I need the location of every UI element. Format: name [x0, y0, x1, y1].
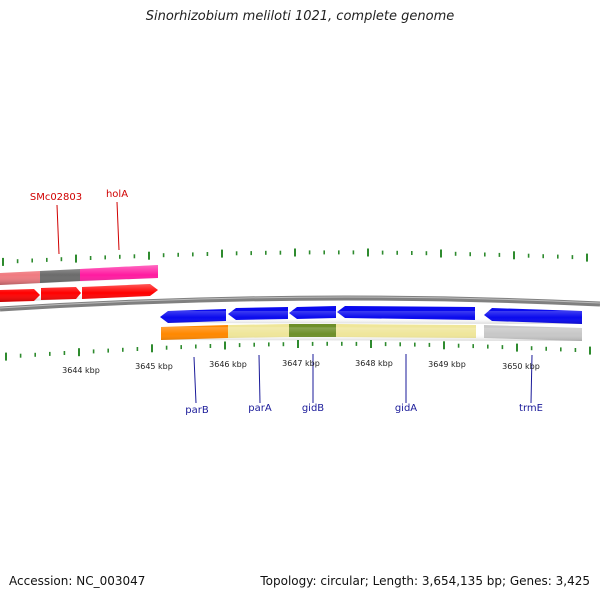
- leader-line-smc02803: [56, 204, 60, 255]
- scale-label: 3647 kbp: [282, 359, 320, 368]
- gene-label-gida[interactable]: gidA: [395, 403, 417, 414]
- gene-label-hola[interactable]: holA: [106, 189, 128, 200]
- accession-text: Accession: NC_003047: [9, 574, 146, 588]
- reverse-gene-arrows: [160, 306, 582, 324]
- scale-label: 3649 kbp: [428, 360, 466, 369]
- scale-label: 3648 kbp: [355, 359, 393, 368]
- tick-row-outer: [2, 248, 588, 266]
- scale-label: 3644 kbp: [62, 366, 100, 375]
- map-title: Sinorhizobium meliloti 1021, complete ge…: [145, 9, 455, 24]
- gene-label-parb[interactable]: parB: [185, 405, 209, 416]
- scale-label: 3645 kbp: [135, 362, 173, 371]
- leader-line-para: [258, 354, 261, 404]
- leader-line-trme: [530, 354, 533, 404]
- genome-backbone: [0, 295, 600, 312]
- genome-summary-text: Topology: circular; Length: 3,654,135 bp…: [260, 574, 590, 588]
- reverse-feature-track: [161, 324, 582, 341]
- gene-label-trme[interactable]: trmE: [519, 403, 543, 414]
- gene-label-para[interactable]: parA: [248, 403, 272, 414]
- leader-line-parb: [193, 356, 197, 404]
- tick-row-inner: [5, 340, 591, 361]
- scale-label: 3646 kbp: [209, 360, 247, 369]
- scale-label: 3650 kbp: [502, 362, 540, 371]
- forward-gene-arrows: [0, 284, 158, 302]
- scale-labels: 3644 kbp 3645 kbp 3646 kbp 3647 kbp 3648…: [62, 359, 540, 375]
- gene-label-smc02803[interactable]: SMc02803: [30, 192, 82, 203]
- forward-feature-track: [0, 265, 158, 285]
- gene-label-gidb[interactable]: gidB: [302, 403, 324, 414]
- leader-line-hola: [116, 201, 120, 251]
